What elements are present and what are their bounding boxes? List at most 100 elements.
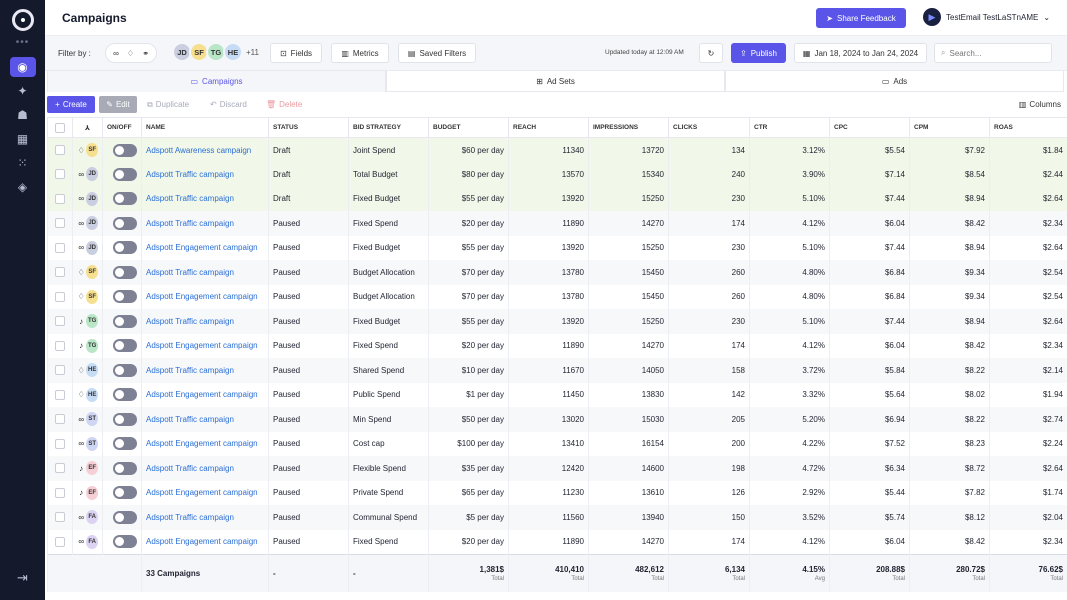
avatar[interactable]: HE [223, 42, 243, 62]
col-header[interactable]: ROAS [989, 117, 1067, 138]
on-off-toggle[interactable] [113, 216, 137, 230]
delete-button[interactable]: 🗑 Delete [266, 96, 302, 113]
table-row[interactable]: ∞ JD Adspott Engagement campaign Paused Fixe… [47, 235, 1067, 260]
row-select-cell[interactable] [47, 162, 73, 187]
row-checkbox[interactable] [55, 389, 65, 400]
col-header[interactable]: NAME [141, 117, 269, 138]
on-off-toggle[interactable] [113, 363, 137, 377]
fields-button[interactable]: ⊡ Fields [270, 43, 322, 63]
on-off-toggle[interactable] [113, 143, 137, 157]
table-row[interactable]: ♢ SF Adspott Awareness campaign Draft Joint … [47, 137, 1067, 162]
table-row[interactable]: ∞ ST Adspott Engagement campaign Paused Cost… [47, 431, 1067, 456]
table-row[interactable]: ∞ FA Adspott Engagement campaign Paused Fixe… [47, 529, 1067, 554]
on-off-cell[interactable] [102, 186, 142, 211]
on-off-toggle[interactable] [113, 314, 137, 328]
row-checkbox[interactable] [55, 145, 65, 155]
on-off-toggle[interactable] [113, 388, 137, 402]
on-off-cell[interactable] [102, 162, 142, 187]
row-checkbox[interactable] [55, 316, 65, 327]
campaign-name-link[interactable]: Adspott Awareness campaign [141, 137, 269, 162]
on-off-cell[interactable] [102, 235, 142, 260]
saved-filters-button[interactable]: ▤ Saved Filters [398, 43, 476, 63]
on-off-toggle[interactable] [113, 241, 137, 255]
row-checkbox[interactable] [55, 487, 65, 498]
search-box[interactable]: ⌕ [934, 43, 1052, 63]
publish-button[interactable]: ⇪ Publish [731, 43, 786, 63]
row-select-cell[interactable] [47, 529, 73, 554]
row-checkbox[interactable] [55, 169, 65, 180]
col-header[interactable]: BUDGET [428, 117, 509, 138]
user-filter-avatars[interactable]: JD SF TG HE +11 [172, 42, 259, 62]
on-off-cell[interactable] [102, 382, 142, 407]
on-off-toggle[interactable] [113, 339, 137, 353]
col-header[interactable]: CTR [749, 117, 830, 138]
table-row[interactable]: ♢ HE Adspott Traffic campaign Paused Shared … [47, 358, 1067, 383]
on-off-cell[interactable] [102, 211, 142, 236]
table-row[interactable]: ♪ EF Adspott Engagement campaign Paused Priv… [47, 480, 1067, 505]
search-input[interactable] [949, 48, 1040, 58]
more-avatars-count[interactable]: +11 [246, 47, 259, 57]
row-select-cell[interactable] [47, 235, 73, 260]
app-logo[interactable] [11, 9, 34, 31]
row-select-cell[interactable] [47, 211, 73, 236]
row-checkbox[interactable] [55, 512, 65, 523]
calendar-nav-icon[interactable]: ▦ [16, 132, 29, 146]
campaign-name-link[interactable]: Adspott Engagement campaign [141, 529, 269, 554]
row-select-cell[interactable] [47, 382, 73, 407]
row-select-cell[interactable] [47, 284, 73, 309]
logout-icon[interactable]: ⇥ [17, 570, 28, 585]
edit-button[interactable]: ✎ Edit [99, 96, 137, 113]
tab-ad-sets[interactable]: ⊞ Ad Sets [386, 71, 725, 92]
on-off-toggle[interactable] [113, 486, 137, 500]
table-row[interactable]: ∞ ST Adspott Traffic campaign Paused Min Spe… [47, 407, 1067, 432]
col-header[interactable]: IMPRESSIONS [588, 117, 669, 138]
columns-button[interactable]: ▥ Columns [1019, 96, 1061, 113]
col-header[interactable]: ON/OFF [102, 117, 142, 138]
on-off-cell[interactable] [102, 358, 142, 383]
col-header[interactable]: BID STRATEGY [348, 117, 429, 138]
row-checkbox[interactable] [55, 218, 65, 229]
campaign-name-link[interactable]: Adspott Engagement campaign [141, 431, 269, 456]
table-row[interactable]: ♢ SF Adspott Traffic campaign Paused Budget … [47, 260, 1067, 285]
on-off-toggle[interactable] [113, 510, 137, 524]
row-select-cell[interactable] [47, 186, 73, 211]
table-row[interactable]: ∞ FA Adspott Traffic campaign Paused Communa… [47, 505, 1067, 530]
table-row[interactable]: ♪ TG Adspott Engagement campaign Paused Fixe… [47, 333, 1067, 358]
table-row[interactable]: ♢ HE Adspott Engagement campaign Paused Publ… [47, 382, 1067, 407]
row-checkbox[interactable] [55, 536, 65, 547]
meta-icon[interactable]: ∞ [113, 48, 119, 58]
row-select-cell[interactable] [47, 505, 73, 530]
table-row[interactable]: ♪ EF Adspott Traffic campaign Paused Flexibl… [47, 456, 1067, 481]
row-checkbox[interactable] [55, 242, 65, 253]
row-checkbox[interactable] [55, 414, 65, 425]
on-off-cell[interactable] [102, 529, 142, 554]
row-checkbox[interactable] [55, 340, 65, 351]
robot-nav-icon[interactable]: ☗ [17, 108, 28, 122]
row-checkbox[interactable] [55, 438, 65, 449]
col-header[interactable]: REACH [508, 117, 589, 138]
on-off-toggle[interactable] [113, 461, 137, 475]
col-header[interactable]: STATUS [268, 117, 349, 138]
row-select-cell[interactable] [47, 309, 73, 334]
sparkle-nav-icon[interactable]: ✦ [17, 84, 28, 98]
on-off-cell[interactable] [102, 284, 142, 309]
duplicate-button[interactable]: ⧉ Duplicate [147, 96, 189, 113]
on-off-toggle[interactable] [113, 265, 137, 279]
col-header[interactable]: CPM [909, 117, 990, 138]
link-icon[interactable]: ⚭ [142, 48, 149, 58]
on-off-cell[interactable] [102, 431, 142, 456]
campaign-name-link[interactable]: Adspott Engagement campaign [141, 333, 269, 358]
campaign-name-link[interactable]: Adspott Engagement campaign [141, 382, 269, 407]
row-select-cell[interactable] [47, 260, 73, 285]
row-select-cell[interactable] [47, 137, 73, 162]
on-off-toggle[interactable] [113, 167, 137, 181]
date-range-picker[interactable]: ▦ Jan 18, 2024 to Jan 24, 2024 [794, 43, 927, 63]
row-select-cell[interactable] [47, 456, 73, 481]
row-select-cell[interactable] [47, 333, 73, 358]
campaign-name-link[interactable]: Adspott Traffic campaign [141, 211, 269, 236]
create-button[interactable]: + Create [47, 96, 95, 113]
on-off-toggle[interactable] [113, 192, 137, 206]
campaign-name-link[interactable]: Adspott Traffic campaign [141, 407, 269, 432]
on-off-cell[interactable] [102, 333, 142, 358]
campaign-name-link[interactable]: Adspott Traffic campaign [141, 309, 269, 334]
